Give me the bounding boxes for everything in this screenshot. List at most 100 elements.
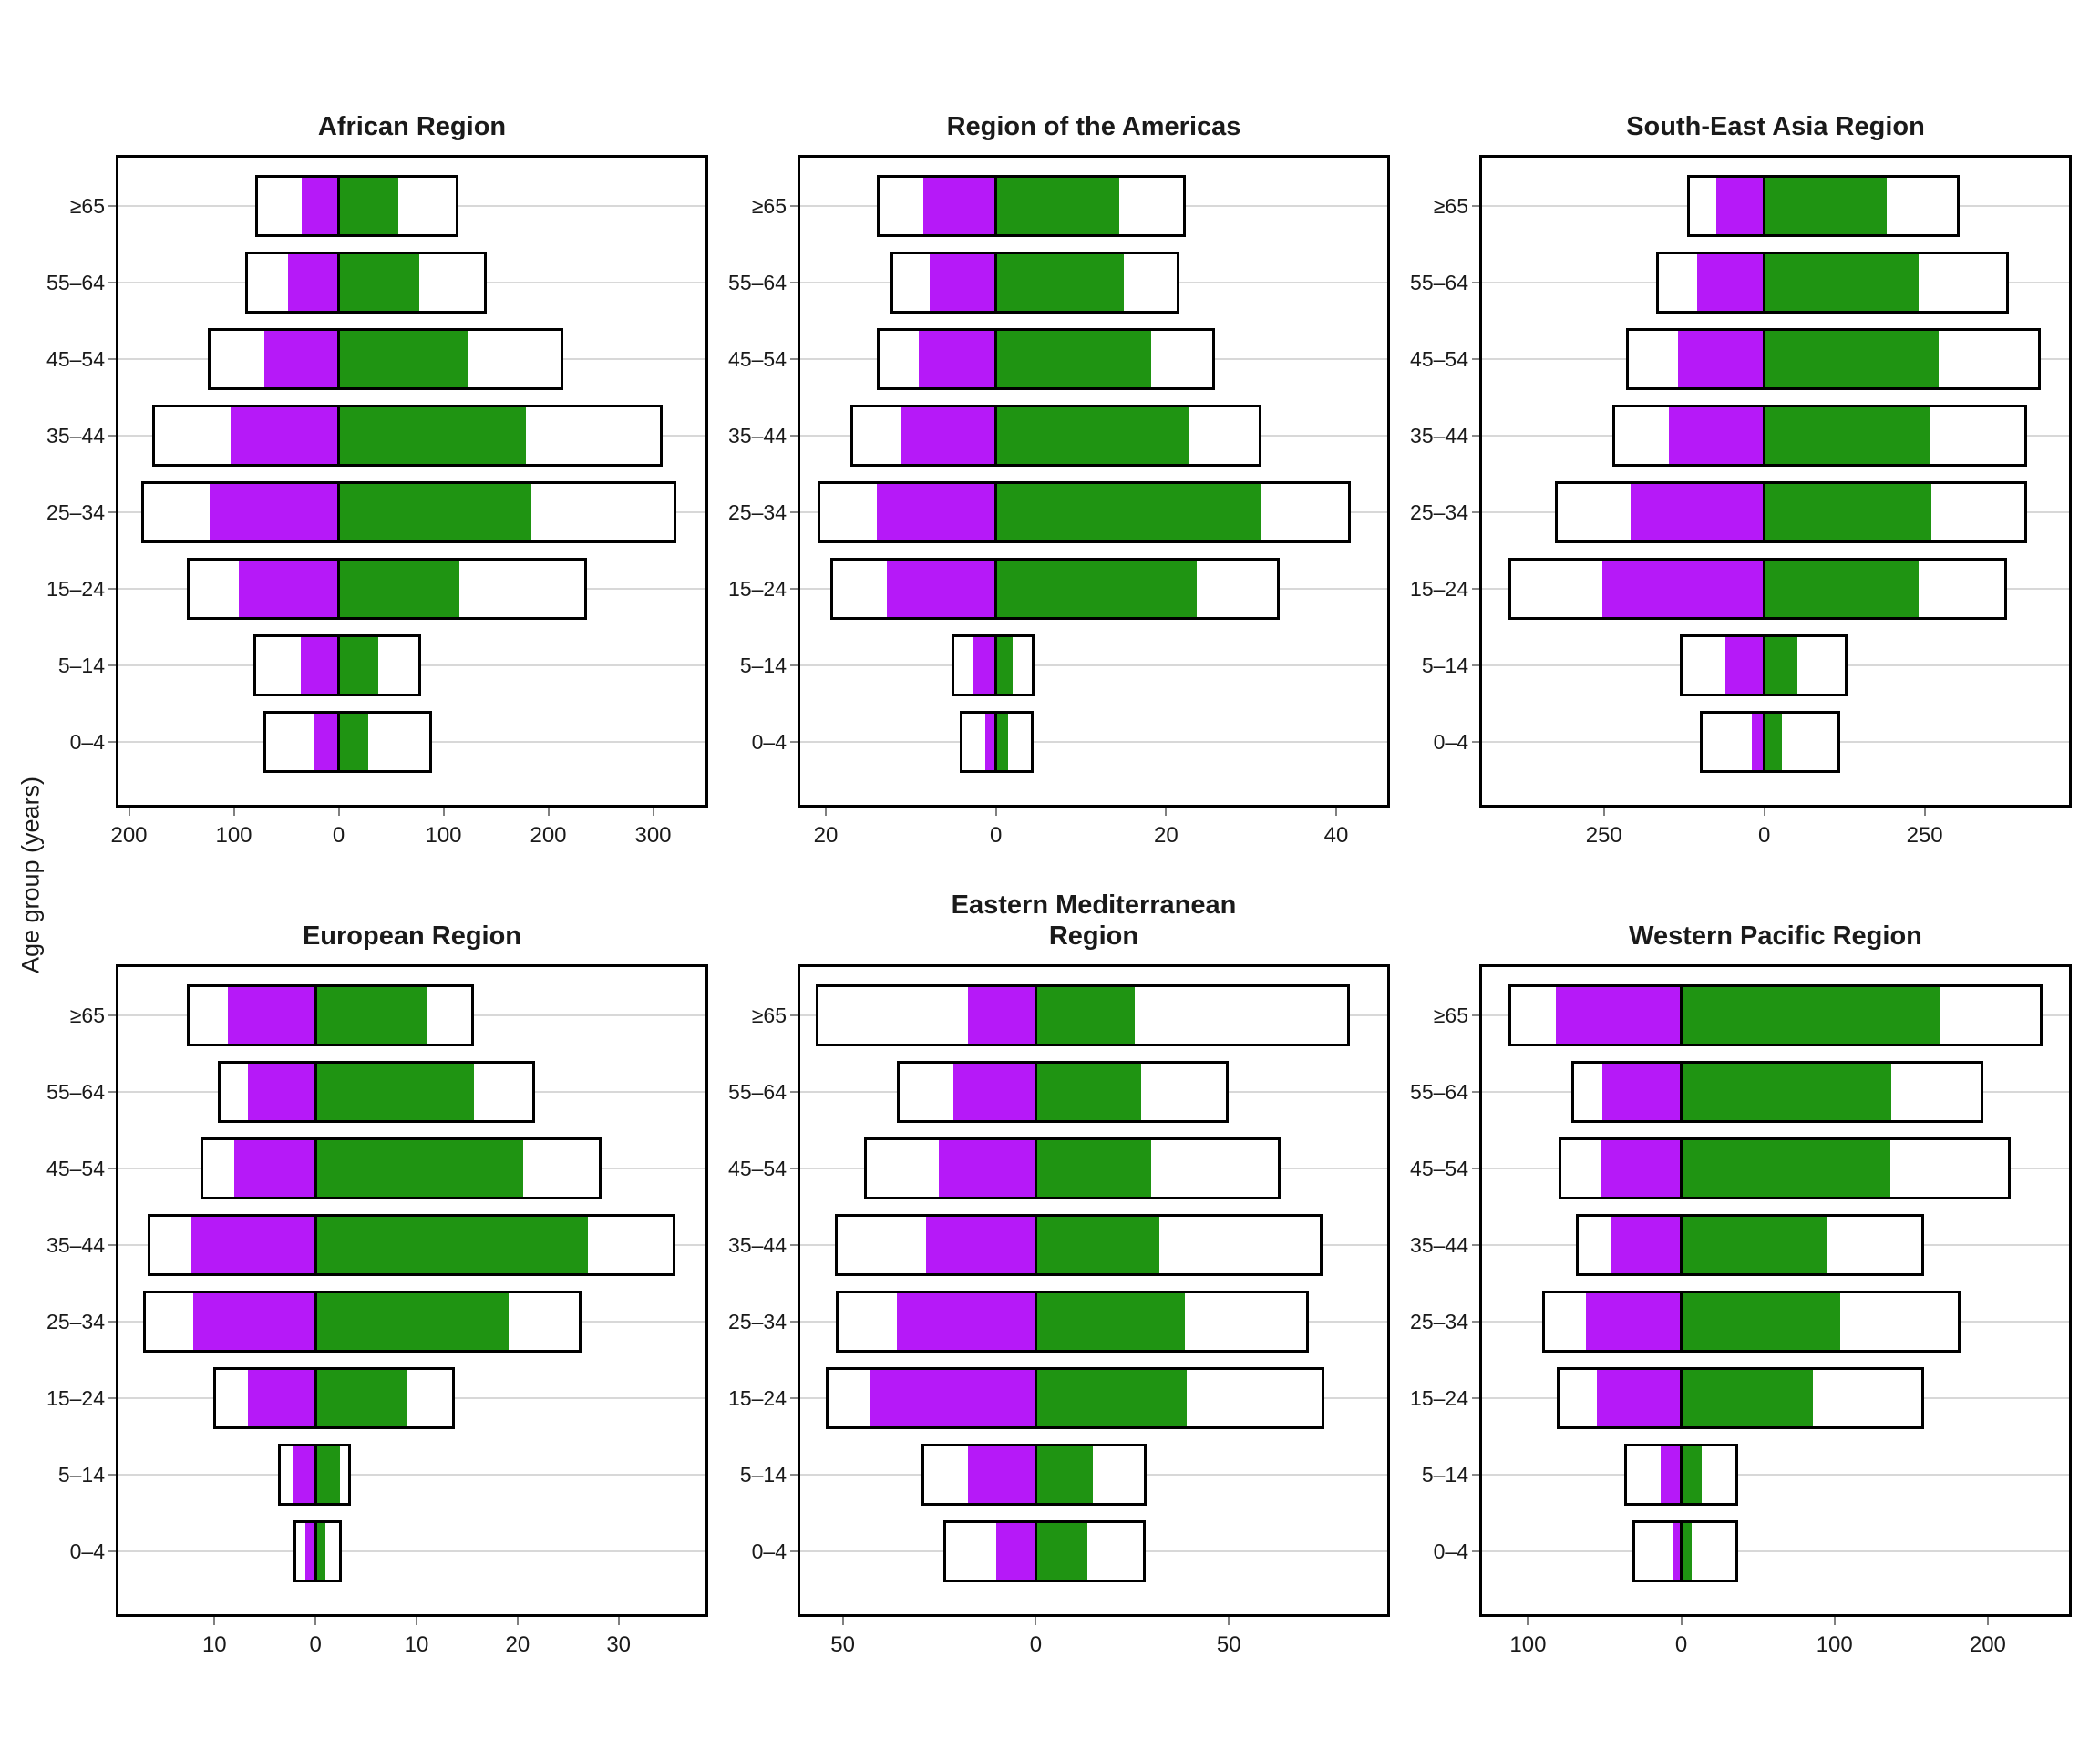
bar-right-green bbox=[1035, 1446, 1093, 1503]
gridline bbox=[118, 1550, 705, 1552]
x-tick-mark bbox=[1986, 1617, 1989, 1625]
bar-left-purple bbox=[305, 1523, 316, 1580]
bar-left-purple bbox=[302, 178, 339, 234]
bar-left-purple bbox=[918, 331, 996, 387]
bar-right-green bbox=[338, 407, 527, 464]
y-tick-mark bbox=[108, 511, 116, 513]
bar-left-purple bbox=[901, 407, 996, 464]
x-tick-mark bbox=[1165, 808, 1168, 816]
bar-left-purple bbox=[210, 484, 339, 540]
zero-axis-line bbox=[1680, 1138, 1683, 1199]
bar-right-green bbox=[1035, 1217, 1160, 1273]
y-axis-title: Age group (years) bbox=[16, 776, 45, 974]
y-tick-mark bbox=[790, 1244, 798, 1246]
y-tick-mark bbox=[1472, 1321, 1479, 1323]
bar-right-green bbox=[338, 714, 368, 770]
age-group-label: 45–54 bbox=[1410, 347, 1468, 371]
zero-axis-line bbox=[1763, 481, 1766, 543]
x-axis: 100 0 100 200 bbox=[1479, 1617, 2072, 1672]
bar-left-purple bbox=[193, 1293, 316, 1350]
zero-axis-line bbox=[994, 558, 998, 620]
age-group-label: 25–34 bbox=[728, 500, 787, 524]
zero-axis-line bbox=[1034, 1291, 1037, 1353]
zero-axis-line bbox=[314, 984, 317, 1046]
bar-left-purple bbox=[929, 254, 996, 311]
bar-right-green bbox=[315, 1217, 589, 1273]
x-tick-mark bbox=[1763, 808, 1765, 816]
bar-right-green bbox=[1681, 1446, 1703, 1503]
y-tick-mark bbox=[1472, 1397, 1479, 1399]
x-tick-label: 50 bbox=[830, 1632, 855, 1657]
bar-right-green bbox=[995, 484, 1261, 540]
age-group-label: 45–54 bbox=[46, 347, 105, 371]
bar-right-green bbox=[1681, 1064, 1891, 1120]
x-tick-mark bbox=[1602, 808, 1605, 816]
y-tick-mark bbox=[108, 1168, 116, 1169]
zero-axis-line bbox=[337, 175, 340, 237]
panel-body: ≥65 55–64 45–54 35–44 25–34 15–24 5–14 0–4 bbox=[46, 155, 708, 808]
bar-right-green bbox=[1681, 1217, 1827, 1273]
age-group-label: 15–24 bbox=[728, 577, 787, 601]
x-tick-label: 100 bbox=[425, 823, 462, 848]
y-tick-mark bbox=[1472, 511, 1479, 513]
y-tick-mark bbox=[1472, 1550, 1479, 1552]
y-tick-mark bbox=[1472, 358, 1479, 360]
zero-axis-line bbox=[337, 405, 340, 467]
zero-axis-line bbox=[1763, 634, 1766, 696]
y-tick-mark bbox=[790, 358, 798, 360]
y-tick-mark bbox=[108, 435, 116, 437]
bar-left-purple bbox=[985, 714, 996, 770]
age-group-label: 5–14 bbox=[57, 1463, 105, 1487]
age-group-label: 45–54 bbox=[728, 1157, 787, 1180]
age-group-label: 45–54 bbox=[728, 347, 787, 371]
plot-area bbox=[1479, 155, 2072, 808]
y-tick-mark bbox=[1472, 588, 1479, 590]
age-group-label: ≥65 bbox=[69, 194, 105, 218]
zero-axis-line bbox=[314, 1214, 317, 1276]
zero-axis-line bbox=[1680, 984, 1683, 1046]
zero-axis-line bbox=[337, 481, 340, 543]
x-tick-mark bbox=[337, 808, 340, 816]
age-group-label: 0–4 bbox=[1433, 730, 1468, 754]
age-group-label: 55–64 bbox=[46, 271, 105, 294]
x-tick-label: 20 bbox=[813, 823, 839, 848]
bar-right-green bbox=[995, 331, 1152, 387]
age-group-label: 55–64 bbox=[728, 1080, 787, 1104]
age-group-label: 25–34 bbox=[46, 1310, 105, 1333]
y-tick-mark bbox=[108, 1321, 116, 1323]
chart-panel-african-region: African Region ≥65 55–64 45–54 35–44 25–34 15… bbox=[46, 87, 708, 862]
age-group-label: 0–4 bbox=[1433, 1539, 1468, 1563]
bar-left-purple bbox=[939, 1140, 1036, 1197]
bar-right-green bbox=[338, 178, 399, 234]
age-group-label: 0–4 bbox=[69, 1539, 105, 1563]
age-group-label: 5–14 bbox=[1421, 1463, 1468, 1487]
zero-axis-line bbox=[314, 1291, 317, 1353]
panel-body: ≥65 55–64 45–54 35–44 25–34 15–24 5–14 0–4 bbox=[46, 964, 708, 1617]
y-tick-mark bbox=[1472, 1244, 1479, 1246]
x-tick-label: 50 bbox=[1216, 1632, 1241, 1657]
age-group-label: 45–54 bbox=[46, 1157, 105, 1180]
age-group-label: 15–24 bbox=[46, 577, 105, 601]
x-axis: 10 0 10 20 30 bbox=[116, 1617, 708, 1672]
zero-axis-line bbox=[1034, 1444, 1037, 1506]
age-group-label: 0–4 bbox=[751, 1539, 787, 1563]
bar-right-green bbox=[1764, 714, 1782, 770]
zero-axis-line bbox=[994, 481, 998, 543]
x-tick-mark bbox=[1680, 1617, 1683, 1625]
y-tick-mark bbox=[790, 1474, 798, 1476]
y-axis: ≥65 55–64 45–54 35–44 25–34 15–24 5–14 0–4 bbox=[1410, 964, 1479, 1617]
x-tick-mark bbox=[1527, 1617, 1529, 1625]
x-tick-label: 0 bbox=[1757, 823, 1771, 848]
y-tick-mark bbox=[1472, 282, 1479, 283]
bar-left-purple bbox=[234, 1140, 316, 1197]
bar-right-green bbox=[338, 254, 420, 311]
y-tick-mark bbox=[790, 1168, 798, 1169]
x-axis: 250 0 250 bbox=[1479, 808, 2072, 862]
age-group-label: 55–64 bbox=[728, 271, 787, 294]
bar-left-purple bbox=[190, 1217, 316, 1273]
x-tick-label: 0 bbox=[1674, 1632, 1688, 1657]
bar-right-green bbox=[1035, 1293, 1186, 1350]
age-group-label: 5–14 bbox=[57, 654, 105, 677]
bar-left-purple bbox=[1611, 1217, 1682, 1273]
zero-axis-line bbox=[337, 558, 340, 620]
